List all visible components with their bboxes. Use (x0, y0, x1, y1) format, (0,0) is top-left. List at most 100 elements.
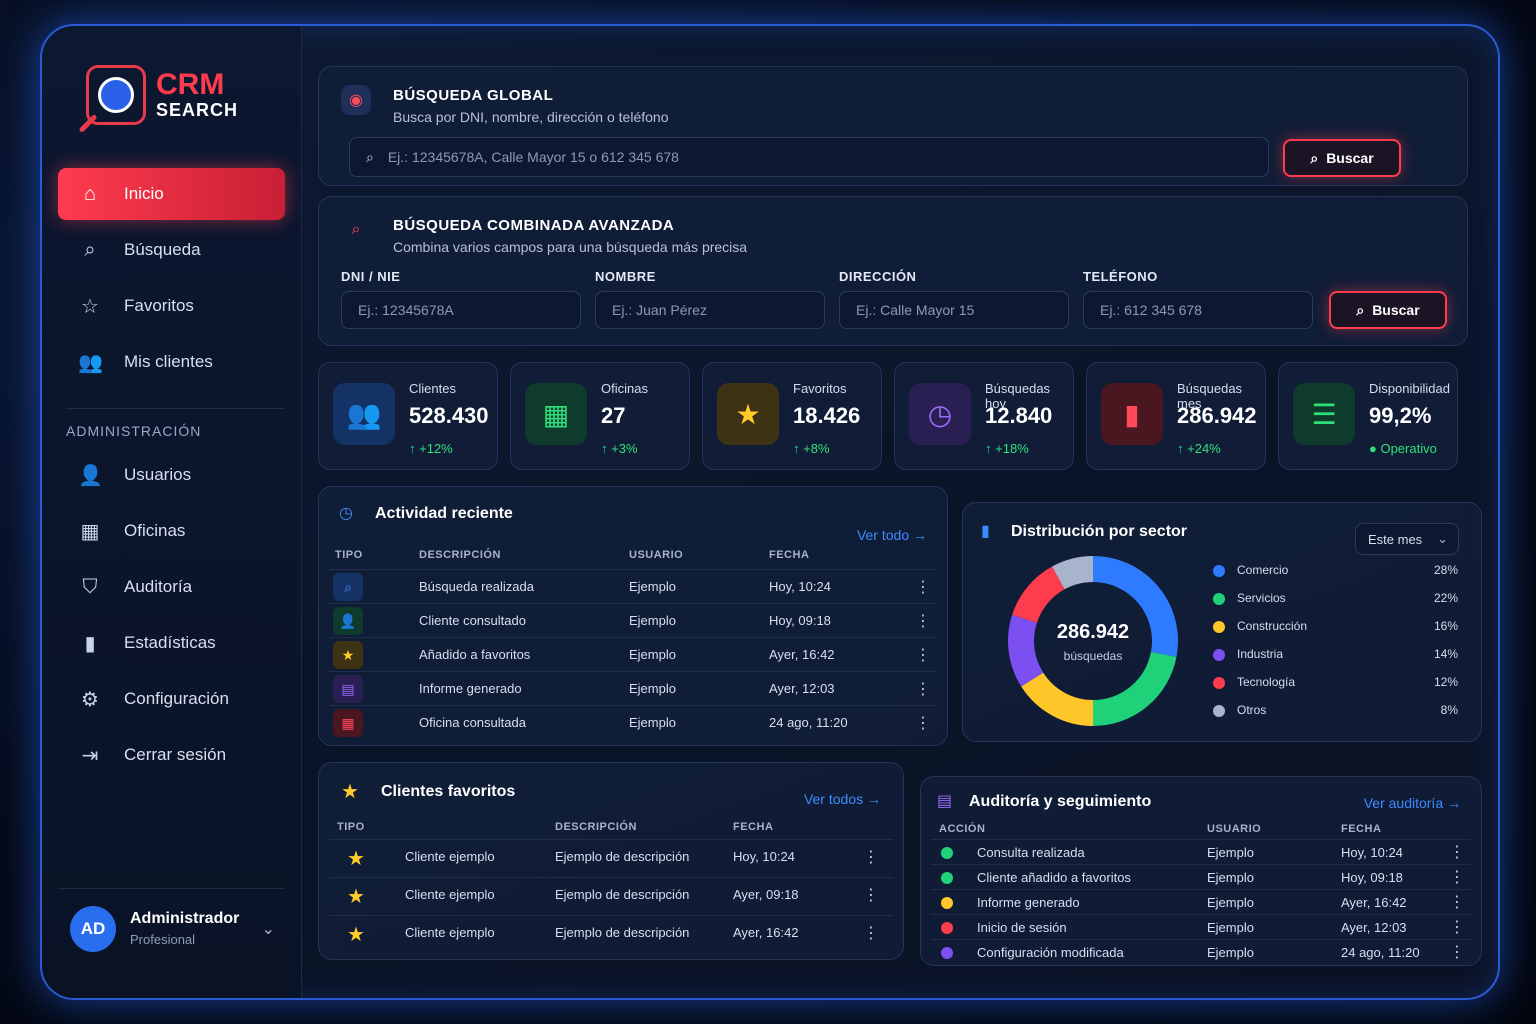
stat-delta: ↑ +3% (601, 441, 638, 456)
button-label: Buscar (1326, 150, 1374, 166)
global-search-subtitle: Busca por DNI, nombre, dirección o teléf… (393, 109, 669, 125)
stat-delta: ↑ +12% (409, 441, 453, 456)
period-select[interactable]: Este mes ⌄ (1355, 523, 1459, 555)
nombre-field[interactable]: Ej.: Juan Pérez (595, 291, 825, 329)
button-label: Buscar (1372, 302, 1420, 318)
legend-value: 14% (1433, 647, 1458, 661)
row-user: Ejemplo (629, 681, 676, 696)
row-description: Oficina consultada (419, 715, 526, 730)
column-header: TIPO (335, 549, 363, 561)
sidebar-item-usuarios[interactable]: 👤 Usuarios (58, 449, 285, 501)
table-row[interactable]: ★ Cliente ejemplo Ejemplo de descripción… (329, 877, 893, 915)
user-menu[interactable]: AD Administrador Profesional ⌄ (58, 888, 285, 968)
donut-slice-construcción[interactable] (1021, 672, 1094, 726)
more-options-icon[interactable]: ⋮ (1449, 844, 1465, 861)
sidebar-item-label: Inicio (124, 184, 164, 203)
stat-value: 99,2% (1369, 403, 1432, 428)
more-options-icon[interactable]: ⋮ (1449, 919, 1465, 936)
more-options-icon[interactable]: ⋮ (863, 925, 879, 942)
direccion-field[interactable]: Ej.: Calle Mayor 15 (839, 291, 1069, 329)
app-logo[interactable]: CRM SEARCH (58, 50, 285, 140)
user-name: Administrador (130, 910, 240, 927)
stat-card-busquedas-mes[interactable]: ▮ Búsquedas mes 286.942 ↑ +24% (1086, 362, 1266, 470)
table-row[interactable]: Inicio de sesión Ejemplo Ayer, 12:03 ⋮ (931, 914, 1471, 939)
more-options-icon[interactable]: ⋮ (915, 715, 931, 732)
table-row[interactable]: Consulta realizada Ejemplo Hoy, 10:24 ⋮ (931, 839, 1471, 864)
view-audit-link[interactable]: Ver auditoría → (1363, 795, 1461, 811)
table-row[interactable]: ⌕ Búsqueda realizada Ejemplo Hoy, 10:24 … (329, 569, 937, 603)
donut-slice-otros[interactable] (1052, 556, 1094, 590)
table-row[interactable]: ▦ Oficina consultada Ejemplo 24 ago, 11:… (329, 705, 937, 739)
sidebar-item-inicio[interactable]: ⌂ Inicio (58, 168, 285, 220)
users-icon: 👥 (333, 383, 395, 445)
stat-card-disponibilidad[interactable]: ☰ Disponibilidad 99,2% ● Operativo (1278, 362, 1458, 470)
donut-slice-tecnología[interactable] (1012, 566, 1066, 624)
sidebar-item-configuracion[interactable]: ⚙ Configuración (58, 673, 285, 725)
telefono-label: TELÉFONO (1083, 269, 1158, 284)
sidebar-item-mis-clientes[interactable]: 👥 Mis clientes (58, 336, 285, 388)
table-row[interactable]: Cliente añadido a favoritos Ejemplo Hoy,… (931, 864, 1471, 889)
sidebar-item-favoritos[interactable]: ☆ Favoritos (58, 280, 285, 332)
row-user: Ejemplo (1207, 895, 1254, 910)
more-options-icon[interactable]: ⋮ (1449, 894, 1465, 911)
row-date: Hoy, 09:18 (1341, 870, 1403, 885)
sidebar-item-estadisticas[interactable]: ▮ Estadísticas (58, 617, 285, 669)
view-all-link[interactable]: Ver todo → (856, 527, 927, 543)
sidebar-item-busqueda[interactable]: ⌕ Búsqueda (58, 224, 285, 276)
view-all-favorites-link[interactable]: Ver todos → (803, 791, 881, 807)
telefono-placeholder: Ej.: 612 345 678 (1100, 302, 1202, 318)
row-user: Ejemplo (629, 715, 676, 730)
more-options-icon[interactable]: ⋮ (863, 849, 879, 866)
table-row[interactable]: ▤ Informe generado Ejemplo Ayer, 12:03 ⋮ (329, 671, 937, 705)
more-options-icon[interactable]: ⋮ (1449, 944, 1465, 961)
donut-slice-industria[interactable] (1008, 614, 1044, 687)
stat-card-oficinas[interactable]: ▦ Oficinas 27 ↑ +3% (510, 362, 690, 470)
favorites-title: Clientes favoritos (381, 783, 516, 800)
table-row[interactable]: Configuración modificada Ejemplo 24 ago,… (931, 939, 1471, 964)
database-icon: ☰ (1293, 383, 1355, 445)
clock-icon: ◷ (909, 383, 971, 445)
row-date: Ayer, 16:42 (769, 647, 835, 662)
table-row[interactable]: ★ Cliente ejemplo Ejemplo de descripción… (329, 839, 893, 877)
user-icon: 👤 (333, 607, 363, 635)
more-options-icon[interactable]: ⋮ (1449, 869, 1465, 886)
more-options-icon[interactable]: ⋮ (915, 579, 931, 596)
stat-card-busquedas-hoy[interactable]: ◷ Búsquedas hoy 12.840 ↑ +18% (894, 362, 1074, 470)
more-options-icon[interactable]: ⋮ (915, 681, 931, 698)
stat-label: Búsquedas mes (1177, 381, 1243, 411)
more-options-icon[interactable]: ⋮ (915, 647, 931, 664)
donut-slice-comercio[interactable] (1092, 556, 1178, 657)
sidebar-item-oficinas[interactable]: ▦ Oficinas (58, 505, 285, 557)
advanced-search-button[interactable]: ⌕ Buscar (1329, 291, 1447, 329)
building-icon: ▦ (333, 709, 363, 737)
building-icon: ▦ (525, 383, 587, 445)
table-row[interactable]: 👤 Cliente consultado Ejemplo Hoy, 09:18 … (329, 603, 937, 637)
table-row[interactable]: ★ Añadido a favoritos Ejemplo Ayer, 16:4… (329, 637, 937, 671)
row-user: Ejemplo (629, 647, 676, 662)
sidebar-item-auditoria[interactable]: ⛉ Auditoría (58, 561, 285, 613)
telefono-field[interactable]: Ej.: 612 345 678 (1083, 291, 1313, 329)
row-description: Cliente consultado (419, 613, 526, 628)
stat-value: 18.426 (793, 403, 861, 428)
table-row[interactable]: Informe generado Ejemplo Ayer, 16:42 ⋮ (931, 889, 1471, 914)
status-dot (941, 922, 953, 934)
legend-item: Construcción 16% (1213, 617, 1458, 643)
stat-card-favoritos[interactable]: ★ Favoritos 18.426 ↑ +8% (702, 362, 882, 470)
row-date: 24 ago, 11:20 (769, 715, 848, 730)
more-options-icon[interactable]: ⋮ (915, 613, 931, 630)
stat-card-clientes[interactable]: 👥 Clientes 528.430 ↑ +12% (318, 362, 498, 470)
app-window: CRM SEARCH ⌂ Inicio ⌕ Búsqueda ☆ Favorit… (40, 24, 1500, 1000)
dni-field[interactable]: Ej.: 12345678A (341, 291, 581, 329)
advanced-search-title: BÚSQUEDA COMBINADA AVANZADA (393, 217, 675, 234)
sidebar-item-label: Oficinas (124, 521, 186, 540)
row-description: Añadido a favoritos (419, 647, 531, 662)
star-icon: ★ (347, 886, 365, 908)
table-row[interactable]: ★ Cliente ejemplo Ejemplo de descripción… (329, 915, 893, 953)
chevron-down-icon[interactable]: ⌄ (261, 920, 275, 938)
global-search-input[interactable]: ⌕ Ej.: 12345678A, Calle Mayor 15 o 612 3… (349, 137, 1269, 177)
sidebar-item-label: Auditoría (124, 577, 193, 596)
global-search-button[interactable]: ⌕ Buscar (1283, 139, 1401, 177)
donut-slice-servicios[interactable] (1092, 651, 1177, 726)
more-options-icon[interactable]: ⋮ (863, 887, 879, 904)
sidebar-item-cerrar-sesion[interactable]: ⇥ Cerrar sesión (58, 729, 285, 781)
